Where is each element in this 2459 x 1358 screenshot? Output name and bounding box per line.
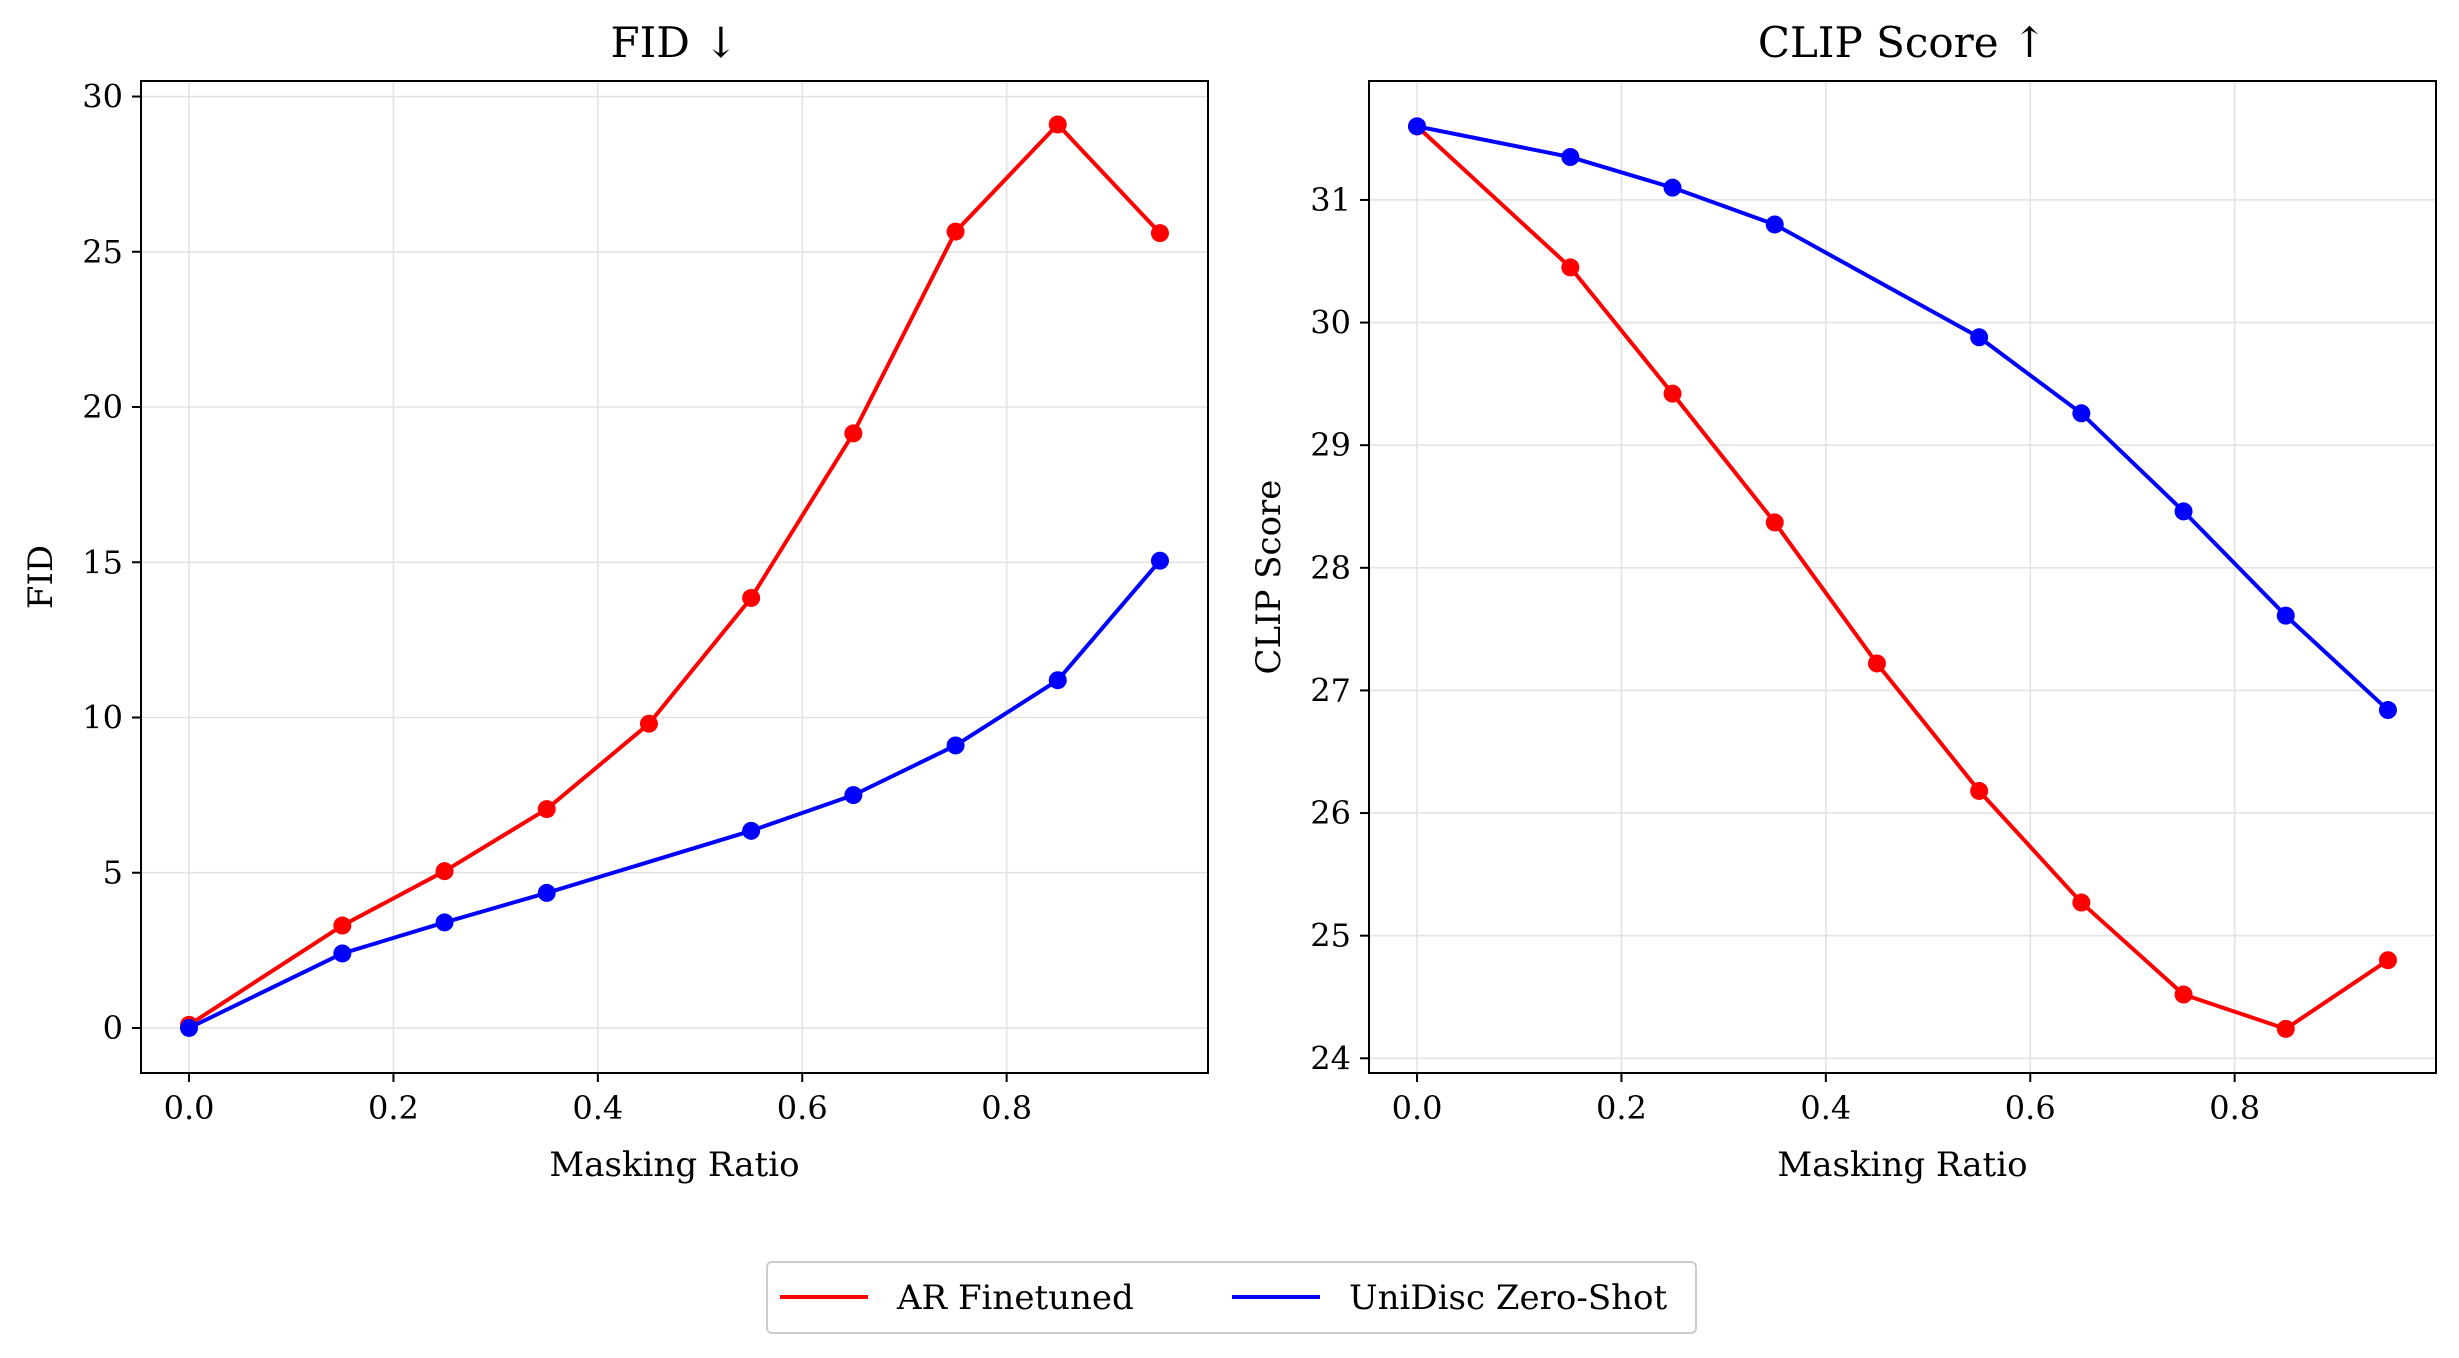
fid-plot-frame [140,80,1209,1074]
clip-score-data-point-unidisc-zero-shot [1970,328,1989,347]
fid-series-line-ar-finetuned [187,122,1162,1027]
fid-series [180,115,1169,1037]
fid-y-tick-label: 0 [103,1009,123,1047]
clip-score-series-line-ar-finetuned [1415,124,2390,1031]
clip-score-x-tick-label: 0.8 [2209,1089,2260,1127]
fid-data-point-ar-finetuned [333,916,352,935]
fid-y-tick-label: 10 [82,698,123,736]
fid-ticks: 0.0 0.2 0.4 0.6 0.8 0 5 10 15 20 25 30 [82,78,1032,1127]
clip-score-x-tick-label: 0.6 [2005,1089,2056,1127]
clip-score-y-tick-label: 26 [1310,794,1351,832]
clip-score-chart: 0.0 0.2 0.4 0.6 0.8 24 25 26 27 28 29 30 31 CLIP Sco… [1249,18,2437,1185]
fid-data-point-unidisc-zero-shot [1048,671,1067,690]
clip-score-x-tick-label: 0.2 [1596,1089,1647,1127]
legend: AR Finetuned UniDisc Zero-Shot [766,1261,1697,1334]
clip-score-data-point-unidisc-zero-shot [1663,178,1682,197]
clip-score-data-point-ar-finetuned [1867,654,1886,673]
fid-y-tick-label: 25 [82,233,123,271]
clip-score-x-tick-label: 0.4 [1800,1089,1851,1127]
clip-score-y-tick-label: 25 [1310,917,1351,955]
fid-x-axis-label: Masking Ratio [549,1145,799,1185]
fid-x-tick-label: 0.4 [572,1089,623,1127]
clip-score-y-tick-label: 31 [1310,181,1351,219]
clip-score-data-point-ar-finetuned [2378,951,2397,970]
fid-data-point-unidisc-zero-shot [180,1018,199,1037]
fid-data-point-ar-finetuned [537,800,556,819]
clip-score-series [1408,117,2397,1038]
clip-score-data-point-unidisc-zero-shot [1408,117,1427,136]
clip-score-data-point-unidisc-zero-shot [1561,148,1580,167]
fid-x-tick-label: 0.6 [777,1089,828,1127]
clip-score-x-axis-label: Masking Ratio [1777,1145,2027,1185]
fid-data-point-ar-finetuned [435,862,454,881]
fid-data-point-ar-finetuned [1048,115,1067,134]
fid-data-point-ar-finetuned [946,222,965,241]
fid-data-point-unidisc-zero-shot [946,736,965,755]
clip-score-y-tick-label: 28 [1310,549,1351,587]
fid-chart-title: FID ↓ [611,18,739,67]
clip-score-grid [1369,81,2436,1073]
fid-x-tick-label: 0.8 [981,1089,1032,1127]
fid-x-tick-label: 0.2 [368,1089,419,1127]
fid-x-tick-label: 0.0 [164,1089,215,1127]
fid-data-point-unidisc-zero-shot [333,944,352,963]
clip-score-data-point-unidisc-zero-shot [2072,404,2091,423]
clip-score-data-point-unidisc-zero-shot [2276,606,2295,625]
clip-score-y-tick-label: 24 [1310,1039,1351,1077]
clip-score-data-point-ar-finetuned [1663,384,1682,403]
clip-score-data-point-ar-finetuned [2174,985,2193,1004]
fid-data-point-unidisc-zero-shot [844,786,863,805]
fid-y-tick-label: 15 [82,543,123,581]
fid-data-point-ar-finetuned [742,588,761,607]
clip-score-y-tick-label: 27 [1310,671,1351,709]
fid-y-tick-label: 5 [103,854,123,892]
clip-score-y-tick-label: 30 [1310,304,1351,342]
clip-score-data-point-unidisc-zero-shot [2174,502,2193,521]
clip-score-x-tick-label: 0.0 [1392,1089,1443,1127]
fid-y-tick-label: 20 [82,388,123,426]
fid-data-point-unidisc-zero-shot [1150,551,1169,570]
clip-score-ticks: 0.0 0.2 0.4 0.6 0.8 24 25 26 27 28 29 30 31 [1310,181,2260,1127]
fid-grid [141,81,1208,1073]
clip-score-data-point-unidisc-zero-shot [2378,701,2397,720]
legend-box [766,1261,1697,1334]
legend-label-unidisc-zero-shot: UniDisc Zero-Shot [1349,1278,1667,1318]
clip-score-y-axis-label: CLIP Score [1249,480,1289,675]
fid-data-point-ar-finetuned [844,424,863,443]
clip-score-data-point-ar-finetuned [1970,781,1989,800]
clip-score-data-point-ar-finetuned [1561,258,1580,277]
fid-data-point-ar-finetuned [1150,224,1169,243]
fid-y-axis-label: FID [21,545,61,609]
fid-data-point-unidisc-zero-shot [537,883,556,902]
clip-score-data-point-unidisc-zero-shot [1765,215,1784,234]
clip-score-chart-title: CLIP Score ↑ [1758,18,2047,67]
fid-data-point-unidisc-zero-shot [435,913,454,932]
fid-chart: 0.0 0.2 0.4 0.6 0.8 0 5 10 15 20 25 30 FID ↓ Maskin… [21,18,1209,1185]
clip-score-data-point-ar-finetuned [1765,513,1784,532]
clip-score-data-point-ar-finetuned [2276,1019,2295,1038]
fid-data-point-unidisc-zero-shot [742,821,761,840]
clip-score-data-point-ar-finetuned [2072,893,2091,912]
fid-y-tick-label: 30 [82,78,123,116]
clip-score-y-tick-label: 29 [1310,426,1351,464]
legend-label-ar-finetuned: AR Finetuned [896,1278,1134,1318]
fid-data-point-ar-finetuned [639,714,658,733]
clip-score-plot-frame [1368,80,2437,1074]
